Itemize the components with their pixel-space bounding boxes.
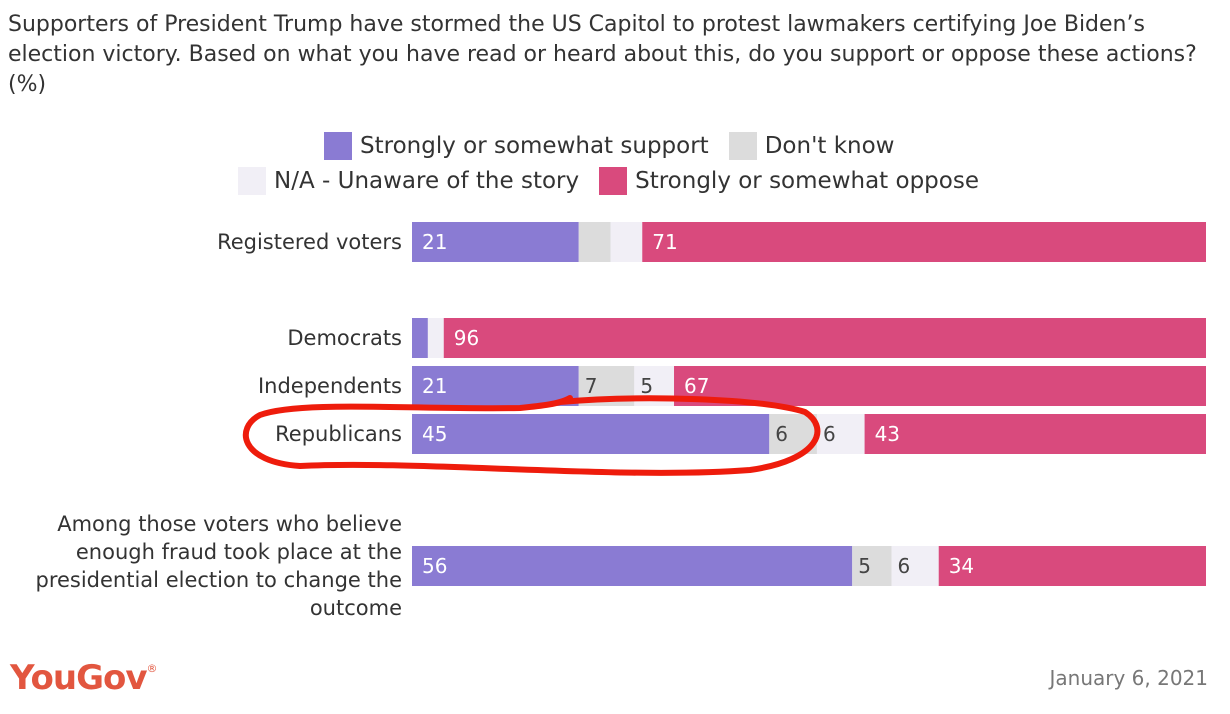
bar-dont-know-4 [852, 546, 892, 586]
data-label-oppose-3: 43 [875, 422, 900, 446]
data-label-na-4: 6 [898, 554, 911, 578]
bar-na-0 [610, 222, 643, 262]
legend-swatch-dont-know [728, 132, 757, 160]
category-label-fraud-line4: outcome [309, 596, 402, 620]
data-label-dont-know-4: 5 [858, 554, 871, 578]
bar-oppose-4 [938, 546, 1206, 586]
bar-oppose-0 [642, 222, 1206, 262]
legend-swatch-oppose [599, 167, 628, 195]
brand-registered-mark: ® [146, 662, 158, 675]
bar-oppose-1 [443, 318, 1206, 358]
data-label-na-3: 6 [823, 422, 836, 446]
legend-label-support: Strongly or somewhat support [360, 133, 709, 159]
category-label-registered: Registered voters [217, 230, 402, 254]
data-label-na-2: 5 [640, 374, 653, 398]
data-label-dont-know-2: 7 [585, 374, 598, 398]
category-label-republicans: Republicans [275, 422, 402, 446]
category-label-fraud-line1: Among those voters who believe [57, 512, 402, 536]
bar-support-4 [412, 546, 853, 586]
bar-na-3 [816, 414, 865, 454]
yougov-logo: YouGov® [10, 658, 158, 698]
legend-swatch-na [238, 167, 266, 195]
data-label-support-2: 21 [422, 374, 447, 398]
legend-label-dont-know: Don't know [764, 133, 895, 159]
data-label-dont-know-3: 6 [775, 422, 788, 446]
legend-item-dont-know: Don't know [728, 132, 895, 160]
legend-swatch-support [324, 132, 352, 160]
category-label-fraud: Among those voters who believe enough fr… [35, 510, 402, 622]
legend-item-support: Strongly or somewhat support [324, 132, 709, 160]
bar-support-3 [412, 414, 770, 454]
legend-item-oppose: Strongly or somewhat oppose [599, 167, 979, 195]
bar-oppose-3 [864, 414, 1206, 454]
category-label-fraud-line2: enough fraud took place at the [75, 540, 402, 564]
chart-title: Supporters of President Trump have storm… [8, 12, 1197, 97]
brand-text: YouGov [10, 658, 147, 698]
data-label-oppose-2: 67 [684, 374, 709, 398]
bar-oppose-2 [674, 366, 1206, 406]
legend-label-oppose: Strongly or somewhat oppose [635, 168, 979, 194]
data-label-support-4: 56 [422, 554, 447, 578]
legend-row-2: N/A - Unaware of the story Strongly or s… [238, 167, 999, 195]
chart-date: January 6, 2021 [1049, 666, 1208, 690]
annotation-circle [242, 395, 821, 476]
category-label-democrats: Democrats [287, 326, 402, 350]
data-label-oppose-4: 34 [949, 554, 974, 578]
data-label-oppose-0: 71 [652, 230, 677, 254]
bar-support-2 [412, 366, 579, 406]
bar-na-4 [891, 546, 939, 586]
legend-label-na: N/A - Unaware of the story [274, 168, 580, 194]
bar-support-1 [412, 318, 428, 358]
category-label-independents: Independents [257, 374, 402, 398]
bar-support-0 [412, 222, 579, 262]
category-label-fraud-line3: presidential election to change the [35, 568, 402, 592]
legend-row-1: Strongly or somewhat support Don't know [324, 132, 915, 160]
legend-item-na: N/A - Unaware of the story [238, 167, 579, 195]
data-label-support-3: 45 [422, 422, 447, 446]
bar-dont-know-0 [578, 222, 611, 262]
data-label-support-0: 21 [422, 230, 447, 254]
data-label-oppose-1: 96 [454, 326, 479, 350]
bar-na-1 [427, 318, 444, 358]
